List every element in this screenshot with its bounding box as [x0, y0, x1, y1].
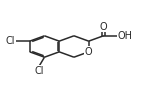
- Text: O: O: [100, 22, 107, 32]
- Text: Cl: Cl: [35, 66, 44, 76]
- Text: OH: OH: [118, 31, 133, 41]
- Text: O: O: [85, 47, 92, 57]
- Text: Cl: Cl: [6, 36, 15, 46]
